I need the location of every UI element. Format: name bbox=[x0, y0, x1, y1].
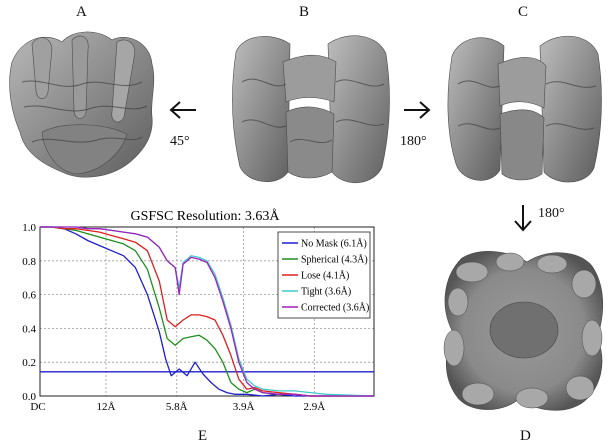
y-tick-label: 0.2 bbox=[22, 357, 36, 369]
down-arrow-icon bbox=[514, 205, 532, 232]
y-tick-label: 1.0 bbox=[22, 222, 36, 234]
chart-axes: 0.0 0.2 0.4 0.6 0.8 1.0 DC 12Å 5.8Å 3.9Å 2.9Å bbox=[22, 222, 375, 413]
left-arrow-icon bbox=[169, 101, 196, 119]
chart-legend: No Mask (6.1Å) Spherical (4.3Å) Lose (4.1Å… bbox=[277, 231, 371, 319]
x-tick-label: DC bbox=[30, 401, 45, 413]
y-tick-label: 0.0 bbox=[22, 391, 36, 403]
chart-series bbox=[40, 226, 375, 397]
density-map-a bbox=[9, 31, 155, 178]
panel-label-b: B bbox=[299, 4, 310, 20]
panel-label-d: D bbox=[520, 428, 531, 444]
x-tick-label: 2.9Å bbox=[304, 401, 326, 413]
rotation-angle-down: 180° bbox=[538, 206, 565, 221]
panel-label-c: C bbox=[518, 4, 529, 20]
y-tick-label: 0.8 bbox=[22, 256, 36, 268]
fsc-chart: GSFSC Resolution: 3.63Å 0.0 0.2 0.4 0.6 0.8 1… bbox=[22, 208, 375, 413]
y-tick-label: 0.4 bbox=[22, 323, 36, 335]
y-tick-label: 0.6 bbox=[22, 290, 36, 302]
series-line-no-mask bbox=[40, 226, 374, 397]
density-map-c bbox=[447, 35, 602, 183]
x-tick-label: 3.9Å bbox=[233, 401, 255, 413]
x-tick-label: 5.8Å bbox=[166, 401, 188, 413]
legend-entry: Spherical (4.3Å) bbox=[301, 254, 368, 266]
legend-entry: Lose (4.1Å) bbox=[301, 270, 349, 282]
x-tick-label: 12Å bbox=[97, 401, 116, 413]
legend-entry: Corrected (3.6Å) bbox=[301, 302, 369, 314]
series-line-corrected bbox=[40, 226, 374, 397]
density-map-d bbox=[443, 251, 604, 411]
chart-title: GSFSC Resolution: 3.63Å bbox=[131, 208, 281, 224]
plot-frame bbox=[39, 226, 375, 397]
series-line-loose bbox=[40, 226, 374, 397]
panel-label-a: A bbox=[76, 4, 87, 20]
legend-entry: No Mask (6.1Å) bbox=[301, 238, 367, 250]
rotation-angle-right: 180° bbox=[400, 134, 427, 149]
panel-label-e: E bbox=[198, 428, 208, 444]
legend-entry: Tight (3.6Å) bbox=[301, 286, 351, 298]
density-map-b bbox=[232, 35, 390, 184]
right-arrow-icon bbox=[404, 101, 431, 119]
rotation-angle-left: 45° bbox=[170, 134, 190, 149]
